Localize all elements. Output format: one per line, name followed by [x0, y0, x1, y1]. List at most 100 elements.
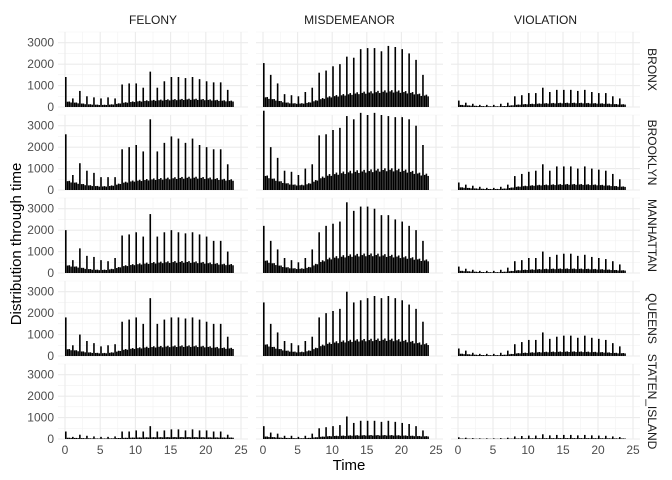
bar	[209, 99, 211, 107]
bar	[275, 437, 277, 439]
bar	[505, 188, 507, 190]
bar	[358, 256, 360, 273]
bar	[314, 347, 317, 356]
strip-label-bronx: BRONX	[645, 48, 659, 91]
bar	[189, 99, 192, 107]
bar	[517, 438, 520, 439]
bar	[577, 435, 579, 439]
bar	[140, 264, 143, 273]
bar	[145, 346, 148, 356]
bar	[264, 260, 267, 273]
bar	[156, 87, 159, 107]
bar	[568, 269, 570, 273]
bar	[619, 98, 621, 107]
bar	[299, 185, 301, 190]
bar	[622, 270, 625, 273]
bar	[96, 104, 99, 107]
bar	[351, 435, 353, 439]
bar	[145, 262, 148, 273]
x-tick-label: 5	[294, 443, 301, 457]
bar	[216, 346, 218, 356]
bar	[137, 101, 139, 107]
bar	[219, 240, 222, 273]
bar	[147, 101, 150, 107]
bar	[538, 351, 541, 356]
bar	[294, 184, 296, 190]
bar	[121, 149, 123, 190]
bar	[468, 187, 471, 190]
bar	[387, 116, 390, 190]
bar	[620, 104, 623, 107]
bar	[564, 103, 567, 107]
bar	[168, 347, 171, 356]
bar	[406, 172, 409, 190]
bar	[403, 435, 405, 439]
bar	[359, 112, 362, 190]
bar	[545, 351, 548, 356]
bar	[468, 271, 471, 273]
bar	[515, 186, 518, 190]
bar	[536, 103, 539, 107]
bar	[295, 352, 298, 356]
bar	[592, 269, 595, 273]
bar	[473, 105, 476, 107]
bar	[268, 262, 270, 273]
bar	[517, 270, 520, 273]
bar	[89, 269, 92, 273]
bar	[328, 436, 331, 439]
bar	[80, 267, 83, 273]
bar	[207, 263, 210, 273]
bar	[411, 92, 414, 107]
bar	[415, 308, 417, 356]
bar	[86, 435, 88, 439]
bar	[160, 261, 162, 273]
bar	[335, 256, 338, 273]
bar	[98, 270, 101, 273]
bar	[384, 435, 386, 439]
bar	[84, 185, 86, 190]
bar	[327, 259, 329, 273]
bar	[86, 341, 88, 356]
bar	[306, 184, 308, 190]
bar	[226, 434, 229, 439]
bar	[306, 438, 308, 439]
bar	[554, 352, 556, 356]
bar	[524, 104, 527, 107]
bar	[335, 435, 338, 439]
bar	[230, 264, 233, 273]
bar	[311, 249, 314, 273]
bar	[144, 263, 146, 273]
bar	[484, 272, 486, 273]
bar	[225, 437, 227, 439]
bar	[332, 66, 334, 107]
bar	[491, 355, 493, 356]
bar	[599, 352, 602, 356]
bar	[285, 102, 288, 107]
bar	[575, 184, 577, 190]
strip-label-brooklyn: BROOKLYN	[645, 120, 659, 186]
bar	[280, 265, 282, 273]
bar	[592, 184, 595, 190]
bar	[391, 90, 393, 107]
bar	[542, 251, 544, 273]
bar	[344, 173, 346, 190]
bar	[392, 257, 395, 273]
bar	[465, 184, 467, 190]
bar	[195, 437, 197, 439]
bar	[288, 268, 291, 273]
bar	[107, 97, 109, 107]
bar	[181, 176, 183, 190]
bar	[347, 94, 350, 107]
bar	[358, 94, 360, 107]
bar	[378, 435, 381, 439]
bar	[202, 177, 204, 190]
bar	[418, 258, 421, 273]
bar	[228, 437, 231, 439]
bar	[219, 82, 222, 107]
bar	[384, 254, 386, 273]
bar	[550, 184, 553, 190]
bar	[356, 253, 358, 273]
bar	[401, 221, 403, 273]
bar	[177, 317, 180, 356]
y-tick-label: 3000	[27, 368, 54, 382]
